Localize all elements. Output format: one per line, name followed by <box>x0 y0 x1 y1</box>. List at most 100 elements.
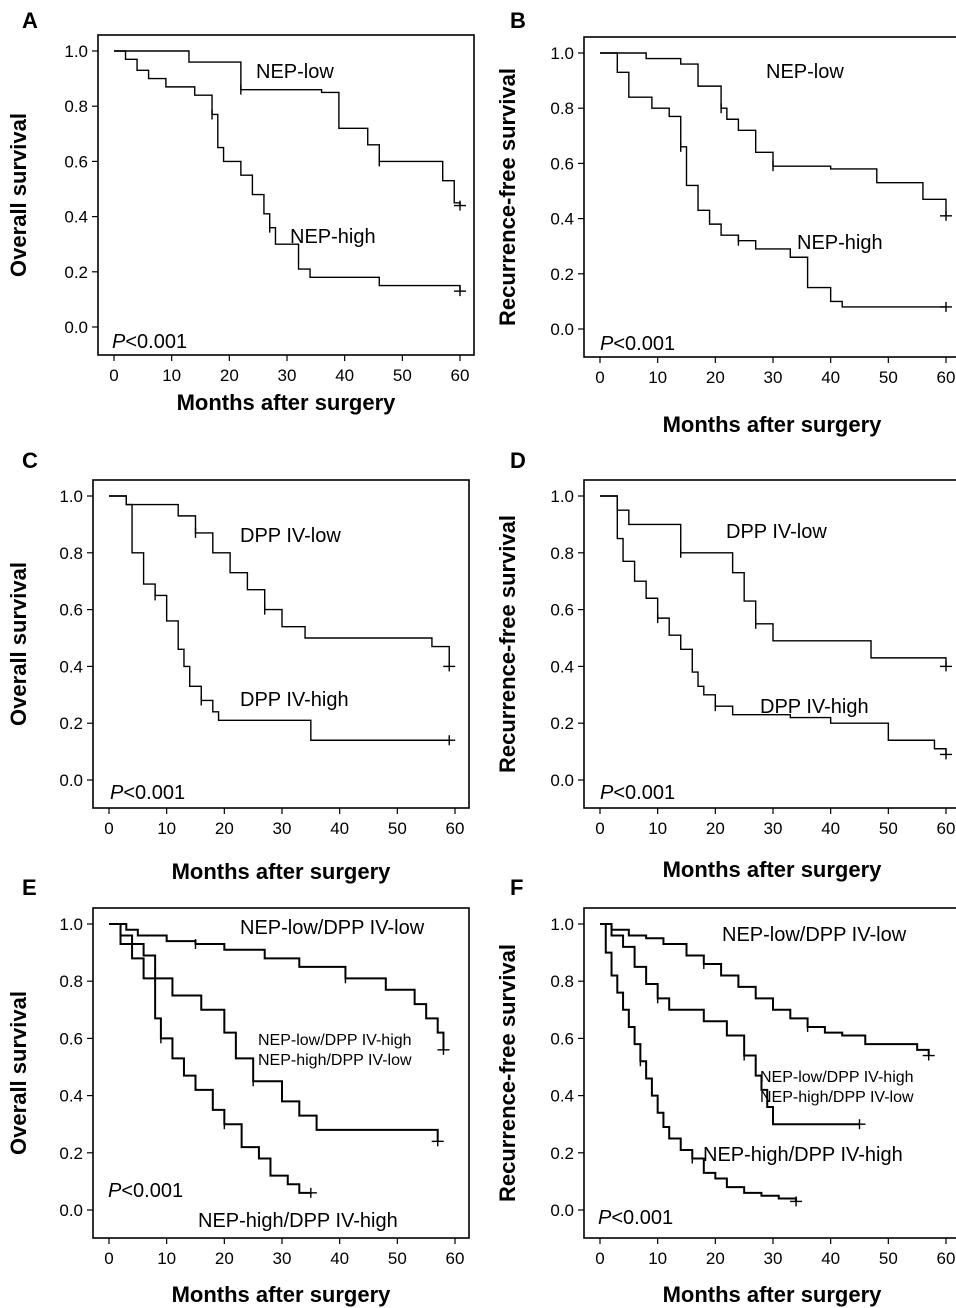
x-tick-label: 10 <box>157 819 176 838</box>
curve-label: DPP IV-high <box>240 689 349 711</box>
curve-label: NEP-high/DPP IV-high <box>703 1144 903 1166</box>
x-axis-title: Months after surgery <box>172 859 392 884</box>
x-tick-label: 50 <box>388 1249 407 1268</box>
p-value: P<0.001 <box>600 333 675 355</box>
y-tick-label: 0.0 <box>550 1201 574 1220</box>
km-curve-2 <box>114 50 461 292</box>
x-tick-label: 10 <box>157 1249 176 1268</box>
p-value: P<0.001 <box>110 782 185 804</box>
x-tick-label: 60 <box>446 819 465 838</box>
x-tick-label: 20 <box>706 819 725 838</box>
plot-frame <box>583 479 956 809</box>
plot-frame <box>97 34 475 356</box>
y-tick-label: 0.4 <box>64 208 88 227</box>
y-tick-label: 0.8 <box>550 544 574 563</box>
curve-label: NEP-high/DPP IV-low <box>258 1052 412 1069</box>
plot-frame <box>92 479 470 809</box>
curve-label: NEP-high/DPP IV-high <box>198 1210 398 1232</box>
x-tick-label: 30 <box>278 366 297 385</box>
y-tick-label: 0.8 <box>59 544 83 563</box>
x-tick-label: 0 <box>595 1249 604 1268</box>
panel-letter: C <box>22 448 38 473</box>
km-curve-3 <box>600 923 798 1202</box>
curve-label: NEP-low/DPP IV-high <box>258 1032 412 1049</box>
x-axis-title: Months after surgery <box>177 390 397 415</box>
x-tick-label: 20 <box>706 368 725 387</box>
x-tick-label: 30 <box>764 819 783 838</box>
y-tick-label: 0.8 <box>550 972 574 991</box>
p-value: P<0.001 <box>108 1180 183 1202</box>
x-tick-label: 50 <box>879 819 898 838</box>
km-curve-1 <box>600 923 930 1056</box>
x-tick-label: 0 <box>109 366 118 385</box>
panel-E: E 0.0 0.2 0.4 0.6 0.8 1.0 0 10 20 30 40 50 60 Overall … <box>6 875 470 1307</box>
y-tick-label: 0.6 <box>59 1029 83 1048</box>
y-tick-label: 0.4 <box>59 657 83 676</box>
y-tick-label: 0.0 <box>59 771 83 790</box>
x-tick-label: 10 <box>162 366 181 385</box>
y-tick-label: 0.0 <box>64 318 88 337</box>
curve-label: NEP-low/DPP IV-low <box>240 917 425 939</box>
x-tick-label: 60 <box>937 1249 956 1268</box>
km-curve-1 <box>600 495 947 667</box>
x-tick-label: 50 <box>879 368 898 387</box>
panel-letter: B <box>510 8 526 33</box>
y-tick-label: 0.2 <box>550 265 574 284</box>
x-axis-title: Months after surgery <box>172 1282 392 1307</box>
y-tick-label: 0.6 <box>550 601 574 620</box>
x-tick-label: 10 <box>648 1249 667 1268</box>
curve-label: NEP-high/DPP IV-low <box>760 1089 914 1106</box>
y-tick-label: 0.6 <box>550 1029 574 1048</box>
km-curve-1 <box>600 52 947 216</box>
y-tick-label: 0.0 <box>59 1201 83 1220</box>
x-tick-label: 30 <box>273 819 292 838</box>
km-curve-1 <box>109 495 450 667</box>
y-axis-title: Recurrence-free survival <box>495 515 520 773</box>
y-tick-label: 1.0 <box>64 42 88 61</box>
curve-label: NEP-high <box>290 226 376 248</box>
km-curve-1 <box>109 923 445 1050</box>
y-tick-label: 0.4 <box>550 657 574 676</box>
y-tick-label: 0.8 <box>59 972 83 991</box>
x-tick-label: 40 <box>821 1249 840 1268</box>
plot-frame <box>583 907 956 1239</box>
curve-label: NEP-low/DPP IV-low <box>722 924 907 946</box>
x-tick-label: 30 <box>764 1249 783 1268</box>
plot-frame <box>92 907 470 1239</box>
panel-letter: D <box>510 448 526 473</box>
x-tick-label: 40 <box>821 819 840 838</box>
x-tick-label: 0 <box>595 819 604 838</box>
x-tick-label: 60 <box>937 368 956 387</box>
x-tick-label: 40 <box>330 1249 349 1268</box>
y-tick-label: 0.4 <box>59 1087 83 1106</box>
x-tick-label: 60 <box>446 1249 465 1268</box>
x-tick-label: 50 <box>393 366 412 385</box>
y-axis-title: Recurrence-free survival <box>495 944 520 1202</box>
km-curve-2 <box>600 495 947 755</box>
y-tick-label: 0.2 <box>64 263 88 282</box>
km-curve-2 <box>600 923 860 1126</box>
curve-label: DPP IV-high <box>760 696 869 718</box>
y-axis-title: Recurrence-free survival <box>495 68 520 326</box>
y-tick-label: 0.2 <box>59 1144 83 1163</box>
x-tick-label: 10 <box>648 819 667 838</box>
x-tick-label: 50 <box>388 819 407 838</box>
x-tick-label: 60 <box>451 366 470 385</box>
x-tick-label: 40 <box>330 819 349 838</box>
plot-frame <box>583 36 956 358</box>
x-tick-label: 20 <box>220 366 239 385</box>
x-tick-label: 20 <box>215 819 234 838</box>
x-tick-label: 20 <box>215 1249 234 1268</box>
x-tick-label: 60 <box>937 819 956 838</box>
panel-B: B 0.0 0.2 0.4 0.6 0.8 1.0 0 10 20 30 40 50 60 Recurren… <box>495 8 956 437</box>
p-value: P<0.001 <box>598 1207 673 1229</box>
x-axis-title: Months after surgery <box>663 857 883 882</box>
p-value: P<0.001 <box>600 782 675 804</box>
km-curve-2 <box>109 495 450 741</box>
curve-label: DPP IV-low <box>726 521 827 543</box>
y-tick-label: 0.0 <box>550 771 574 790</box>
curve-label: NEP-low <box>766 61 844 83</box>
curve-label: DPP IV-low <box>240 525 341 547</box>
panel-letter: F <box>510 875 523 900</box>
x-tick-label: 0 <box>104 819 113 838</box>
